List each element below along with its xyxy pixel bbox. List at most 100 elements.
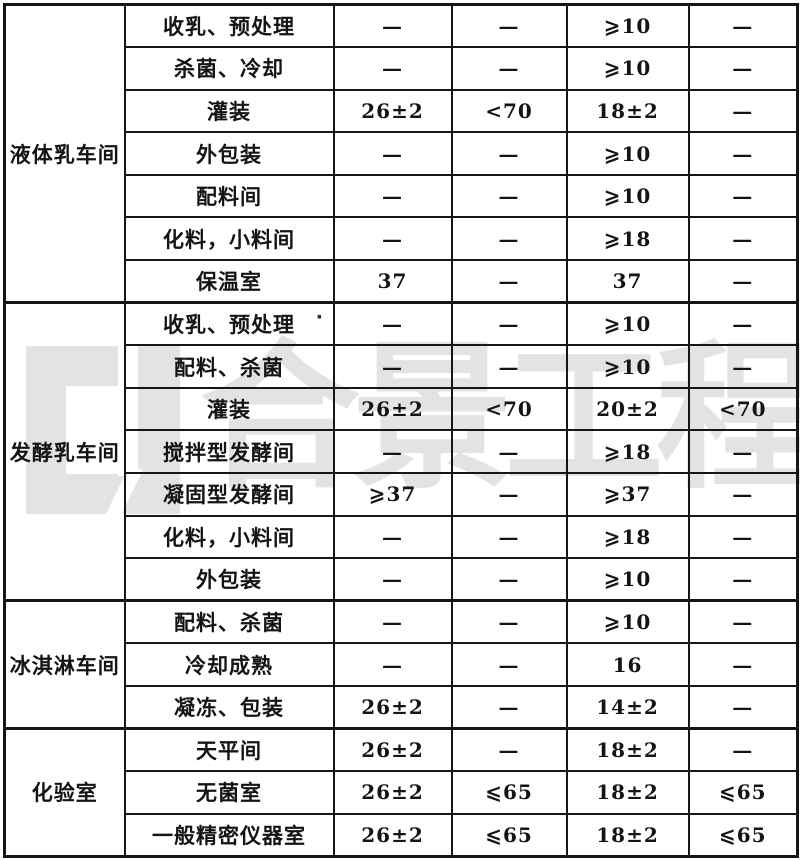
- value-cell: —: [332, 344, 453, 389]
- table-row: 化料，小料间 — — ⩾18—: [5, 514, 799, 560]
- room-climate-table: 液体乳车间 收乳、预处理 — — ⩾10— 杀菌、冷却 — — ⩾10— 灌装 26±2 <70 18±…: [3, 3, 799, 858]
- value-cell: ⩾37: [332, 472, 453, 517]
- value-cell: —: [687, 727, 799, 773]
- value-cell: —: [687, 344, 799, 389]
- table-row: 无菌室 26±2 ⩽65 18±2 ⩽65: [5, 770, 799, 815]
- value-cell: 26±2: [332, 88, 453, 134]
- scan-artifact-dot: ·: [316, 304, 324, 331]
- value-cell: —: [450, 173, 568, 219]
- table-row: 液体乳车间 收乳、预处理 — — ⩾10—: [3, 3, 799, 304]
- value-cell: —: [450, 642, 568, 687]
- value-cell: —: [687, 88, 799, 134]
- value-cell: 37: [332, 259, 453, 304]
- value-cell: ⩾10: [565, 301, 690, 347]
- value-cell: —: [450, 301, 568, 347]
- value-cell: —: [687, 642, 799, 687]
- room-name-cell: 无菌室: [123, 770, 335, 815]
- value-cell: ⩾18: [565, 514, 690, 560]
- value-cell: —: [332, 642, 453, 687]
- value-cell: 16: [565, 642, 690, 687]
- value-cell: ⩾10: [565, 46, 690, 91]
- value-cell: ⩽65: [450, 812, 568, 858]
- value-cell: —: [450, 131, 568, 176]
- value-cell: —: [687, 3, 799, 49]
- table-row: 保温室 37—37—: [5, 259, 799, 304]
- workshop-group-cell: 化验室: [3, 727, 126, 858]
- value-cell: —: [332, 599, 453, 645]
- room-name-cell: 化料，小料间: [123, 514, 335, 560]
- room-name-cell: 收乳、预处理: [123, 3, 335, 49]
- value-cell: <70: [687, 386, 799, 432]
- table-row: 化验室 天平间 26±2—18±2—: [3, 727, 799, 858]
- table-row: 杀菌、冷却 — — ⩾10—: [5, 46, 799, 91]
- value-cell: —: [450, 727, 568, 773]
- value-cell: —: [687, 173, 799, 219]
- workshop-group-cell: 冰淇淋车间: [3, 599, 126, 730]
- value-cell: 26±2: [332, 685, 453, 730]
- value-cell: ⩽65: [450, 770, 568, 815]
- room-name-cell: 搅拌型发酵间: [123, 429, 335, 475]
- value-cell: ⩽65: [687, 770, 799, 815]
- table-row: 配料间 — — ⩾10—: [5, 173, 799, 219]
- workshop-group-cell: 液体乳车间: [3, 3, 126, 304]
- room-name-cell: 配料、杀菌: [123, 599, 335, 645]
- value-cell: —: [687, 599, 799, 645]
- table-row: 外包装 — — ⩾10—: [5, 131, 799, 176]
- room-name-cell: 杀菌、冷却: [123, 46, 335, 91]
- value-cell: ⩾18: [565, 216, 690, 262]
- value-cell: —: [450, 344, 568, 389]
- value-cell: —: [450, 685, 568, 730]
- value-cell: <70: [450, 386, 568, 432]
- value-cell: —: [687, 216, 799, 262]
- value-cell: ⩾10: [565, 557, 690, 602]
- value-cell: 18±2: [565, 770, 690, 815]
- value-cell: ⩽65: [687, 812, 799, 858]
- value-cell: —: [450, 472, 568, 517]
- table-row: 灌装 26±2 <70 18±2—: [5, 88, 799, 134]
- room-name-cell: 外包装: [123, 131, 335, 176]
- value-cell: 26±2: [332, 770, 453, 815]
- value-cell: 18±2: [565, 812, 690, 858]
- value-cell: —: [450, 557, 568, 602]
- value-cell: —: [450, 216, 568, 262]
- table-row: 冷却成熟 — —16—: [5, 642, 799, 687]
- value-cell: —: [687, 259, 799, 304]
- value-cell: ⩾10: [565, 131, 690, 176]
- value-cell: —: [332, 46, 453, 91]
- value-cell: ⩾10: [565, 173, 690, 219]
- table-row: 一般精密仪器室 26±2 ⩽65 18±2 ⩽65: [5, 812, 799, 858]
- value-cell: —: [450, 3, 568, 49]
- value-cell: ⩾10: [565, 599, 690, 645]
- value-cell: 26±2: [332, 727, 453, 773]
- value-cell: —: [332, 429, 453, 475]
- value-cell: —: [687, 557, 799, 602]
- room-name-cell: 保温室: [123, 259, 335, 304]
- value-cell: —: [450, 599, 568, 645]
- value-cell: ⩾37: [565, 472, 690, 517]
- table-row: 灌装 26±2 <70 20±2 <70: [5, 386, 799, 432]
- room-name-cell: 灌装: [123, 386, 335, 432]
- room-name-cell: 凝冻、包装: [123, 685, 335, 730]
- room-name-cell: 外包装: [123, 557, 335, 602]
- table-row: 配料、杀菌 — — ⩾10—: [5, 344, 799, 389]
- room-name-cell: 配料、杀菌: [123, 344, 335, 389]
- value-cell: 18±2: [565, 727, 690, 773]
- workshop-group-cell: 发酵乳车间: [3, 301, 126, 602]
- table-row: 搅拌型发酵间 — — ⩾18—: [5, 429, 799, 475]
- room-name-cell: 灌装: [123, 88, 335, 134]
- table-row: 凝固型发酵间 ⩾37— ⩾37—: [5, 472, 799, 517]
- value-cell: —: [687, 685, 799, 730]
- table-row: 冰淇淋车间 配料、杀菌 — — ⩾10—: [3, 599, 799, 730]
- value-cell: —: [687, 472, 799, 517]
- value-cell: 20±2: [565, 386, 690, 432]
- table-row: 外包装 — — ⩾10—: [5, 557, 799, 602]
- room-name-cell: 凝固型发酵间: [123, 472, 335, 517]
- value-cell: 26±2: [332, 386, 453, 432]
- room-name-cell: 一般精密仪器室: [123, 812, 335, 858]
- value-cell: ⩾10: [565, 3, 690, 49]
- room-name-cell: 冷却成熟: [123, 642, 335, 687]
- value-cell: —: [687, 429, 799, 475]
- table-body: 液体乳车间 收乳、预处理 — — ⩾10— 杀菌、冷却 — — ⩾10— 灌装 26±2 <70 18±…: [3, 3, 799, 858]
- value-cell: 18±2: [565, 88, 690, 134]
- value-cell: —: [687, 301, 799, 347]
